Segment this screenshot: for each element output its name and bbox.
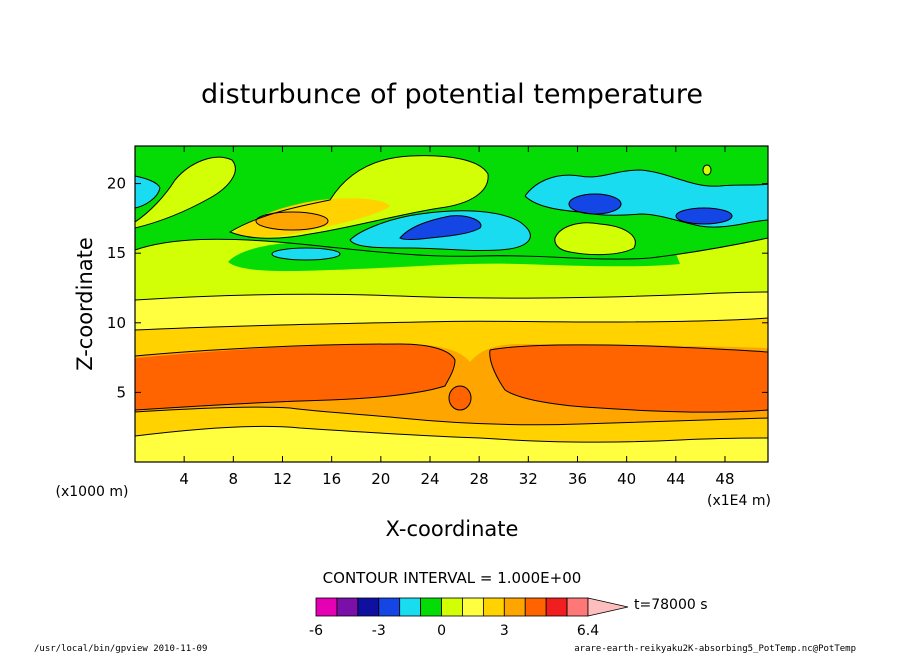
colorbar-box (545, 597, 568, 617)
field-core-blob (449, 386, 471, 410)
colorbar-tick-label: -3 (372, 623, 386, 639)
colorbar-box (441, 597, 463, 617)
x-axis-label: X-coordinate (386, 517, 519, 541)
x-tick-label: 8 (229, 470, 239, 488)
colorbar-box (503, 597, 526, 617)
x-tick-label: 32 (519, 470, 538, 488)
y-axis: 5 10 15 20 (107, 175, 768, 401)
colorbar-box (566, 597, 589, 617)
y-tick-label: 15 (107, 244, 126, 262)
field-core-right (489, 344, 768, 413)
footer-left: /usr/local/bin/gpview 2010-11-09 (34, 644, 207, 654)
x-unit-note: (x1E4 m) (707, 493, 771, 509)
colorbar-arrow (587, 597, 629, 617)
y-tick-label: 5 (116, 383, 126, 401)
colorbar-box (420, 597, 442, 617)
field-core-left (135, 344, 455, 410)
colorbar-box (336, 597, 359, 617)
field-blue-far-right (676, 208, 732, 224)
x-axis: 4 8 12 16 20 24 28 32 36 40 44 48 (179, 146, 735, 488)
colorbar-tick-label: 6.4 (577, 623, 599, 639)
field-lobe-left (135, 157, 236, 228)
contour-lines (135, 155, 768, 443)
colorbar-tick-label: -6 (309, 623, 323, 639)
field-dot-yellow (703, 165, 711, 175)
contour-interval-text: CONTOUR INTERVAL = 1.000E+00 (323, 569, 582, 587)
field-lower-yellow (135, 426, 768, 462)
colorbar-tick-label: 0 (437, 623, 446, 639)
x-tick-label: 44 (666, 470, 685, 488)
x-tick-label: 48 (715, 470, 734, 488)
field-lobe-right (554, 222, 636, 255)
x-tick-label: 36 (568, 470, 587, 488)
field-cyan-small (272, 248, 340, 260)
colorbar-box (524, 597, 547, 617)
y-tick-label: 10 (107, 314, 126, 332)
x-tick-label: 20 (371, 470, 390, 488)
plot-frame (134, 145, 769, 463)
field-cyan-left (135, 176, 160, 208)
field-green-band (228, 238, 680, 272)
field-lobe-darkorange (256, 212, 328, 230)
contour-field (135, 146, 768, 462)
colorbar-box (462, 597, 484, 617)
x-tick-label: 12 (273, 470, 292, 488)
x-tick-label: 40 (617, 470, 636, 488)
x-tick-label: 24 (420, 470, 439, 488)
colorbar-box (357, 597, 380, 617)
time-label: t=78000 s (634, 597, 708, 613)
footer-right: arare-earth-reikyaku2K-absorbing5_PotTem… (574, 644, 856, 654)
x-tick-label: 4 (179, 470, 189, 488)
colorbar-tick-label: 3 (500, 623, 509, 639)
y-tick-label: 20 (107, 175, 126, 193)
z-unit-note: (x1000 m) (56, 484, 129, 500)
x-tick-label: 28 (470, 470, 489, 488)
colorbar-box (378, 597, 401, 617)
colorbar-box (482, 597, 505, 617)
x-tick-label: 16 (322, 470, 341, 488)
field-blue-right (569, 194, 621, 214)
chart-title: disturbunce of potential temperature (201, 79, 703, 110)
y-axis-label: Z-coordinate (73, 237, 97, 371)
colorbar-box (399, 597, 422, 617)
field-blue-center (400, 215, 481, 240)
colorbar: -6 -3 0 3 6.4 (309, 597, 629, 639)
colorbar-box (315, 597, 338, 617)
